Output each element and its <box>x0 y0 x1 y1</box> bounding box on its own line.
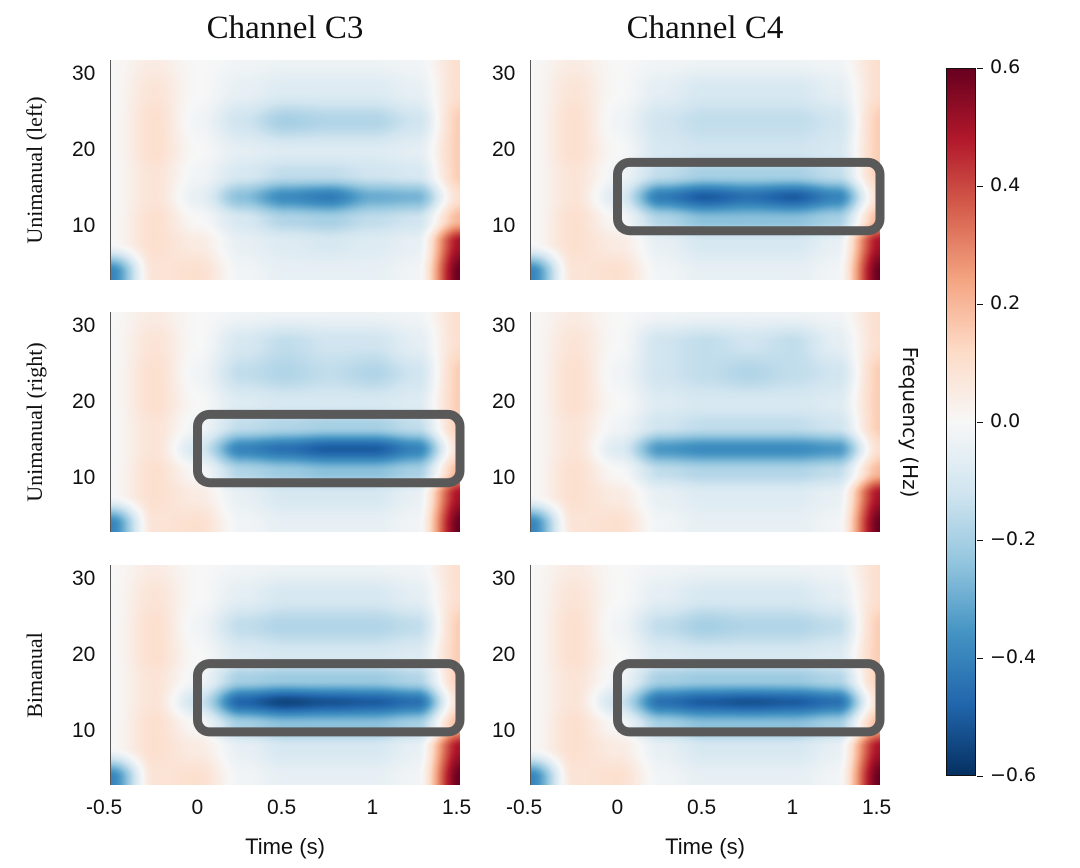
heatmap-c4-bimanual <box>530 565 880 785</box>
x-tick-label: 1.5 <box>442 796 472 819</box>
panel-c4-bimanual <box>530 565 885 785</box>
x-tick-label: 1 <box>786 796 799 819</box>
heatmap-c3-unimanual-left <box>110 60 460 280</box>
heatmap-c4-unimanual-right <box>530 312 880 532</box>
x-axis-label-right: Time (s) <box>665 834 745 859</box>
y-tick-label: 20 <box>492 643 516 667</box>
y-tick-label: 30 <box>492 62 516 86</box>
y-tick-label: 20 <box>492 138 516 162</box>
heatmap-c4-unimanual-left <box>530 60 880 280</box>
y-tick-label: 10 <box>492 465 516 489</box>
colorbar-tick-label: −0.4 <box>990 646 1037 668</box>
highlight-box-layer <box>193 409 465 488</box>
colorbar-tick-label: 0.0 <box>990 410 1021 432</box>
y-tick-label: 30 <box>492 314 516 338</box>
x-tick-label: 0 <box>191 796 204 819</box>
row-label-unimanual-left: Unimanual (left) <box>22 96 47 244</box>
y-tick-label: 30 <box>72 314 96 338</box>
colorbar-tick-label: −0.2 <box>990 528 1037 550</box>
x-tick-label: 0.5 <box>687 796 717 819</box>
panel-c3-unimanual-left <box>110 60 460 280</box>
column-title-c3: Channel C3 <box>206 10 364 46</box>
colorbar-tick-label: 0.2 <box>990 292 1021 314</box>
highlight-box <box>613 659 885 737</box>
colorbar-tick-mark <box>977 68 983 69</box>
y-tick-label: 20 <box>72 643 96 667</box>
y-tick-label: 10 <box>492 718 516 742</box>
colorbar-tick-mark <box>977 776 983 777</box>
colorbar-tick-mark <box>977 422 983 423</box>
colorbar-tick-label: 0.6 <box>990 56 1021 78</box>
axis-spine <box>530 312 531 532</box>
colorbar-tick-label: 0.4 <box>990 174 1021 196</box>
colorbar-tick-mark <box>977 304 983 305</box>
axis-spine <box>110 565 111 785</box>
y-tick-label: 10 <box>492 213 516 237</box>
heatmap-c3-unimanual-right <box>110 312 460 532</box>
highlight-box-layer <box>193 659 465 737</box>
y-tick-label: 30 <box>492 567 516 591</box>
colorbar-tick-mark <box>977 186 983 187</box>
highlight-box <box>193 409 465 488</box>
x-tick-label: -0.5 <box>506 796 543 819</box>
colorbar-label: Frequency (Hz) <box>898 346 922 498</box>
colorbar-tick-label: −0.6 <box>990 764 1037 786</box>
x-tick-label: 1.5 <box>862 796 892 819</box>
axis-spine <box>530 565 531 785</box>
colorbar <box>946 68 976 776</box>
y-tick-label: 30 <box>72 567 96 591</box>
column-title-c4: Channel C4 <box>626 10 784 46</box>
x-tick-label: -0.5 <box>86 796 123 819</box>
y-tick-label: 30 <box>72 62 96 86</box>
y-tick-label: 10 <box>72 465 96 489</box>
panel-c3-unimanual-right <box>110 312 465 532</box>
heatmap-c3-bimanual <box>110 565 460 785</box>
x-tick-label: 1 <box>366 796 379 819</box>
highlight-box-layer <box>613 659 885 737</box>
y-tick-label: 10 <box>72 718 96 742</box>
x-tick-label: 0 <box>611 796 624 819</box>
row-label-unimanual-right: Unimanual (right) <box>22 342 47 502</box>
row-label-bimanual: Bimanual <box>22 632 47 718</box>
axis-spine <box>110 60 111 280</box>
x-axis-label-left: Time (s) <box>245 834 325 859</box>
panel-c4-unimanual-left <box>530 60 885 280</box>
colorbar-tick-mark <box>977 540 983 541</box>
y-tick-label: 20 <box>492 390 516 414</box>
x-tick-label: 0.5 <box>267 796 297 819</box>
panel-c4-unimanual-right <box>530 312 880 532</box>
axis-spine <box>110 312 111 532</box>
highlight-box-layer <box>613 157 885 236</box>
y-tick-label: 10 <box>72 213 96 237</box>
colorbar-tick-mark <box>977 658 983 659</box>
axis-spine <box>530 60 531 280</box>
y-tick-label: 20 <box>72 138 96 162</box>
highlight-box <box>613 157 885 236</box>
highlight-box <box>193 659 465 737</box>
panel-c3-bimanual <box>110 565 465 785</box>
y-tick-label: 20 <box>72 390 96 414</box>
